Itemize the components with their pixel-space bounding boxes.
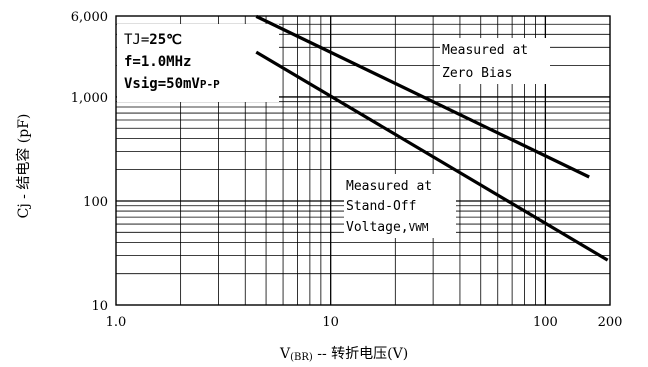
- standoff-annotation-line-2: Stand-Off: [346, 199, 416, 214]
- y-tick-labels: 10 100 1,000 6,000: [71, 10, 108, 314]
- x-tick-label: 10: [322, 315, 339, 330]
- series-lines: [255, 14, 609, 262]
- y-axis-label: Cj - 结电容 (pF): [15, 114, 32, 219]
- standoff-annotation-line-3: Voltage,VWM: [346, 220, 429, 235]
- conditions-box: TJ=25℃ f=1.0MHz Vsig=50mVP-P: [117, 24, 279, 102]
- condition-frequency: f=1.0MHz: [124, 54, 191, 70]
- series-line-standoff: [255, 50, 609, 262]
- x-tick-label: 200: [598, 315, 623, 330]
- y-tick-label: 6,000: [71, 10, 108, 25]
- zero-bias-annotation-line-2: Zero Bias: [442, 66, 512, 81]
- condition-temperature: TJ=25℃: [124, 32, 182, 48]
- zero-bias-annotation: Measured at Zero Bias: [440, 38, 550, 84]
- conditions-background: [117, 24, 279, 102]
- standoff-annotation-line-1: Measured at: [346, 179, 432, 194]
- x-tick-label: 1.0: [106, 315, 127, 330]
- y-tick-label: 1,000: [71, 91, 108, 106]
- x-tick-label: 100: [533, 315, 558, 330]
- plot-border: [115, 15, 611, 306]
- y-tick-label: 100: [83, 195, 108, 210]
- y-tick-label: 10: [91, 299, 108, 314]
- zero-bias-annotation-line-1: Measured at: [442, 43, 528, 58]
- x-axis-label: V(BR) -- 转折电压(V): [279, 346, 408, 363]
- x-tick-labels: 1.0 10 100 200: [106, 315, 623, 330]
- zero-bias-annotation-background: [440, 38, 550, 84]
- standoff-annotation: Measured at Stand-Off Voltage,VWM: [344, 174, 456, 238]
- condition-signal: Vsig=50mVP-P: [124, 76, 220, 92]
- series-line-zero-bias: [255, 14, 590, 179]
- standoff-annotation-background: [344, 174, 456, 238]
